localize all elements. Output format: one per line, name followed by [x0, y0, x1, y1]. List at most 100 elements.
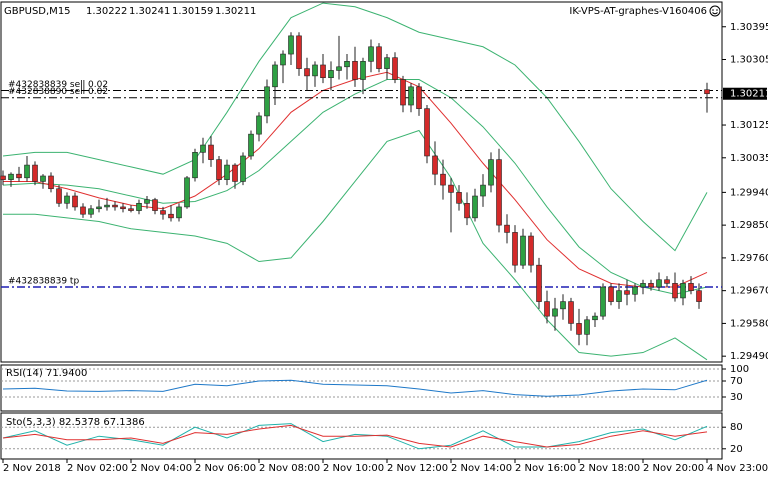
- indicator-line: [2, 2, 708, 252]
- candle-body: [568, 301, 574, 324]
- indicator-line: [2, 424, 708, 448]
- candle-body: [672, 283, 678, 299]
- candle-body: [640, 283, 646, 288]
- candle-body: [584, 319, 590, 335]
- x-tick-label: 2 Nov 20:00: [643, 463, 704, 474]
- candle-body: [544, 301, 550, 317]
- candle-body: [296, 35, 302, 69]
- candle-body: [312, 64, 318, 77]
- candle-body: [608, 286, 614, 302]
- candle-body: [632, 286, 638, 295]
- x-tick-label: 4 Nov 23:00: [707, 463, 768, 474]
- low-value: 1.30159: [172, 6, 213, 17]
- candle-body: [464, 202, 470, 219]
- candle-body: [504, 224, 510, 233]
- candle-body: [160, 210, 166, 215]
- candle-body: [48, 175, 54, 190]
- candle-body: [88, 208, 94, 215]
- candle-body: [424, 108, 430, 157]
- y-tick-label: 1.30035: [730, 153, 768, 164]
- x-tick-label: 2 Nov 12:00: [387, 463, 448, 474]
- candle-body: [280, 53, 286, 66]
- candle-body: [288, 35, 294, 55]
- candle-body: [192, 152, 198, 179]
- candle-body: [272, 64, 278, 88]
- candle-body: [64, 195, 70, 204]
- candle-body: [704, 89, 710, 95]
- y-tick-label: 70: [730, 376, 743, 387]
- close-value: 1.30211: [215, 6, 256, 17]
- candle-body: [120, 206, 126, 210]
- candle-body: [200, 144, 206, 153]
- candle-body: [368, 46, 374, 62]
- smiley-icon: [709, 5, 721, 17]
- y-tick-label: 1.29760: [730, 253, 768, 264]
- rsi-title: RSI(14) 71.9400: [6, 368, 87, 379]
- candle-body: [448, 184, 454, 193]
- candle-body: [40, 175, 46, 182]
- candle-body: [360, 61, 366, 80]
- chart-title: GBPUSD,M15: [4, 6, 71, 17]
- candle-body: [600, 286, 606, 317]
- price-tag: [723, 87, 767, 100]
- y-tick-label: 1.29580: [730, 318, 768, 329]
- x-tick-label: 2 Nov 18:00: [579, 463, 640, 474]
- y-tick-label: 1.29490: [730, 351, 768, 362]
- x-tick-label: 2 Nov 04:00: [131, 463, 192, 474]
- candle-body: [480, 184, 486, 197]
- candle-body: [520, 235, 526, 266]
- candle-body: [56, 188, 62, 204]
- candle-body: [592, 315, 598, 321]
- plot-area: #432838839 sell 0.02#432838890 sell 0.02…: [0, 2, 722, 361]
- sto-title: Sto(5,3,3) 82.5378 67.1386: [6, 417, 145, 428]
- candle-body: [352, 61, 358, 80]
- candle-body: [248, 133, 254, 157]
- order-label: #432838839 sell 0.02: [8, 80, 108, 90]
- candle-body: [680, 283, 686, 299]
- order-label: #432838839 tp: [8, 277, 79, 287]
- candle-body: [648, 283, 654, 288]
- candle-body: [408, 86, 414, 106]
- candle-body: [392, 57, 398, 80]
- candle-body: [80, 206, 86, 215]
- watermark: IK-VPS-AT-graphes-V160406: [569, 6, 707, 17]
- candle-body: [8, 173, 14, 180]
- candle-body: [576, 323, 582, 335]
- candle-body: [616, 290, 622, 302]
- candle-body: [384, 57, 390, 69]
- candle-body: [32, 164, 38, 182]
- candle-body: [72, 195, 78, 208]
- candle-body: [168, 213, 174, 219]
- candle-body: [104, 204, 110, 208]
- rsi-panel: [0, 364, 723, 412]
- candle-body: [184, 177, 190, 208]
- indicator-line: [2, 379, 708, 397]
- price-tag-label: 1.30211: [730, 89, 768, 100]
- plot-area: [2, 379, 708, 397]
- y-tick-label: 1.29850: [730, 220, 768, 231]
- candle-body: [144, 199, 150, 204]
- x-tick-label: 2 Nov 16:00: [515, 463, 576, 474]
- main-panel: [0, 1, 723, 363]
- order-label: #432838890 sell 0.02: [8, 87, 108, 97]
- candle-body: [488, 159, 494, 186]
- indicator-line: [2, 79, 708, 295]
- candle-body: [176, 206, 182, 219]
- candle-body: [96, 206, 102, 210]
- candle-body: [376, 46, 382, 69]
- y-tick-label: 1.30125: [730, 120, 768, 131]
- candle-body: [336, 66, 342, 71]
- candle-body: [24, 164, 30, 179]
- candle-body: [552, 308, 558, 317]
- candle-body: [400, 79, 406, 106]
- y-tick-label: 1.30305: [730, 55, 768, 66]
- candle-body: [528, 235, 534, 266]
- x-tick-label: 2 Nov 02:00: [67, 463, 128, 474]
- x-tick-label: 2 Nov 06:00: [195, 463, 256, 474]
- candle-body: [320, 64, 326, 79]
- candle-body: [264, 86, 270, 117]
- y-tick-label: 1.29670: [730, 286, 768, 297]
- candle-body: [232, 164, 238, 182]
